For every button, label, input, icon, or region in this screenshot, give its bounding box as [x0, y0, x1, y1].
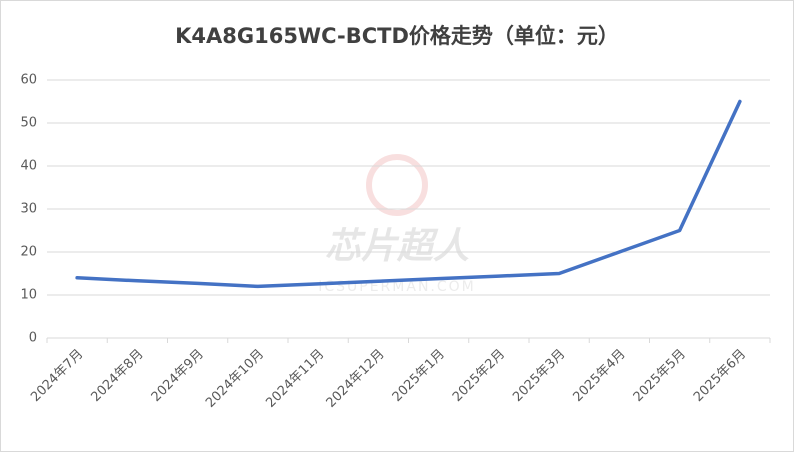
y-tick-label: 30 [20, 202, 37, 217]
y-tick-label: 10 [20, 288, 37, 303]
watermark: 芯片超人 [325, 226, 469, 267]
y-tick-label: 20 [20, 245, 37, 260]
watermark-logo [366, 154, 428, 216]
y-tick-label: 40 [20, 159, 37, 174]
line [75, 99, 742, 289]
y-tick-label: 60 [20, 73, 37, 88]
chart-title: K4A8G165WC-BCTD价格走势（单位：元） [175, 24, 619, 48]
y-tick-label: 50 [20, 116, 37, 131]
y-tick-label: 0 [29, 331, 37, 346]
